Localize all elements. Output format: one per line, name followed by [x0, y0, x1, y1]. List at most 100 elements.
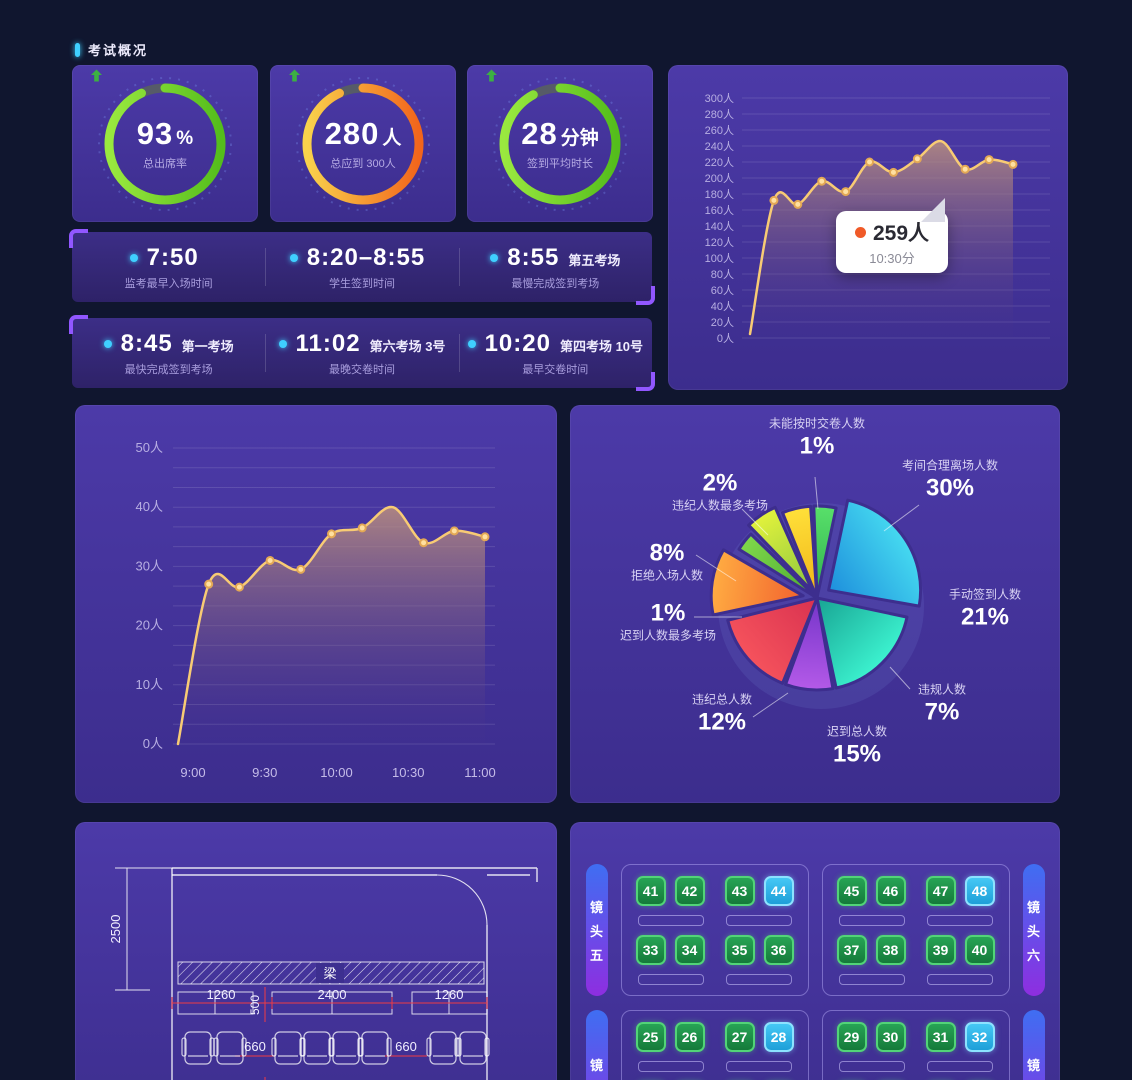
beam-label: 梁: [323, 966, 336, 981]
data-point-dot: [357, 523, 367, 533]
seat-tile[interactable]: 35: [724, 935, 755, 965]
pie-label-name: 考间合理离场人数: [901, 458, 999, 473]
seat-tile[interactable]: 39: [925, 935, 956, 965]
desk-row: [837, 974, 995, 985]
section-header: 考试概况: [75, 40, 148, 59]
data-point-dot: [419, 538, 429, 548]
seat-tile[interactable]: 34: [674, 935, 705, 965]
y-axis-tick: 140人: [705, 220, 734, 233]
seat-tile[interactable]: 41: [635, 876, 666, 906]
seat-tile[interactable]: 31: [925, 1022, 956, 1052]
desk-row: [837, 1061, 995, 1072]
pie-label-name: 手动签到人数: [948, 587, 1022, 602]
seat-tile[interactable]: 37: [836, 935, 867, 965]
gauge-unit: 人: [382, 128, 402, 149]
stat-label: 最晚交卷时间: [328, 363, 395, 376]
pie-label: 违规人数 7%: [918, 683, 966, 728]
seat-tile[interactable]: 25: [635, 1022, 666, 1052]
y-axis-tick: 220人: [705, 156, 734, 169]
room-trend-chart[interactable]: 0人 10人 20人 30人 40人 50人 9:00 9:30 10:00 10:30 11:00: [75, 405, 557, 803]
seat-tile[interactable]: 28: [763, 1022, 794, 1052]
seat-number: 39: [932, 942, 949, 958]
seat-tile[interactable]: 29: [836, 1022, 867, 1052]
y-axis-tick: 0人: [143, 736, 163, 751]
pie-slice[interactable]: [815, 596, 909, 690]
pie-label-percent: 12%: [697, 708, 747, 736]
pie-label-name: 违规人数: [917, 682, 967, 697]
pie-label-percent: 8%: [649, 539, 685, 567]
distribution-pie-chart[interactable]: 未能按时交卷人数 1% 考间合理离场人数 30% 手动签到人数 21% 违规人数 7% 迟到总人…: [570, 405, 1060, 803]
seat-tile[interactable]: 48: [964, 876, 995, 906]
pie-slice[interactable]: [737, 532, 819, 600]
seat-tile[interactable]: 36: [763, 935, 794, 965]
dim-2500: 2500: [108, 915, 123, 944]
pie-slice[interactable]: [827, 498, 923, 608]
seat-tile[interactable]: 27: [724, 1022, 755, 1052]
data-point-dot: [1008, 159, 1018, 169]
seat-tile[interactable]: 47: [925, 876, 956, 906]
seat-number: 40: [971, 942, 988, 958]
seat-tile[interactable]: 33: [635, 935, 666, 965]
seat-tile[interactable]: 46: [875, 876, 906, 906]
seat-number: 31: [932, 1029, 949, 1045]
seat-number: 35: [731, 942, 748, 958]
bullet-dot-icon: [103, 339, 112, 348]
stat-bar-row-1: 7:50 监考最早入场时间 8:20–8:55 学生签到时间 8:55 第五考场…: [69, 229, 655, 305]
data-point-dot: [793, 199, 803, 209]
seat-tile[interactable]: 32: [964, 1022, 995, 1052]
pie-slice[interactable]: [747, 505, 815, 593]
pie-slice[interactable]: [726, 596, 819, 685]
stat-item: 8:45 第一考场 最快完成签到考场: [72, 318, 265, 388]
stat-time: 8:55: [507, 243, 560, 271]
camera-pill-right[interactable]: 镜头六: [1022, 864, 1045, 996]
seat-tile[interactable]: 43: [724, 876, 755, 906]
seat-number: 33: [642, 942, 659, 958]
seat-number: 41: [642, 883, 659, 899]
distribution-pie-card: 未能按时交卷人数 1% 考间合理离场人数 30% 手动签到人数 21% 违规人数 7% 迟到总人…: [570, 405, 1060, 803]
pie-label: 迟到总人数 15%: [827, 725, 887, 770]
seat-tile-row: 33 34 35 36: [635, 935, 794, 965]
desk-row: [837, 915, 995, 926]
pie-label: 1% 迟到人数最多考场: [620, 599, 716, 644]
desk-bar: [926, 1061, 993, 1072]
seat-tile[interactable]: 45: [836, 876, 867, 906]
data-point-dot: [817, 176, 827, 186]
camera-pill-left[interactable]: 镜头五: [585, 864, 608, 996]
pie-slice[interactable]: [781, 504, 819, 600]
seat-number: 30: [882, 1029, 899, 1045]
seat-tile[interactable]: 40: [964, 935, 995, 965]
pie-label-name: 违纪总人数: [691, 692, 753, 707]
seat-number: 26: [681, 1029, 698, 1045]
seat-group: 25 26 27 28: [620, 1010, 809, 1080]
seat-tile[interactable]: 42: [674, 876, 705, 906]
pie-label-percent: 21%: [960, 603, 1010, 631]
seat-tile-row: 41 42 43 44: [635, 876, 794, 906]
up-arrow-icon: [289, 69, 300, 81]
data-point-dot: [204, 579, 214, 589]
pie-slice[interactable]: [784, 596, 835, 692]
y-axis-tick: 120人: [705, 236, 734, 249]
dim-2400: 2400: [318, 987, 347, 1002]
seat-tile[interactable]: 26: [674, 1022, 705, 1052]
camera-pill-left[interactable]: 镜头: [585, 1010, 608, 1080]
stat-time: 10:20: [484, 329, 551, 357]
desk-bar: [838, 1061, 905, 1072]
seat-number: 48: [971, 883, 988, 899]
tooltip-series-dot-icon: [854, 226, 866, 238]
x-axis-tick: 10:00: [320, 765, 353, 780]
seat-tile[interactable]: 38: [875, 935, 906, 965]
pie-slice[interactable]: [709, 548, 805, 617]
seat-group: 41 42 43 44 33 34 35 36: [620, 864, 809, 996]
pie-label: 手动签到人数 21%: [949, 588, 1021, 633]
camera-pill-right[interactable]: 镜头: [1022, 1010, 1045, 1080]
data-point-dot: [449, 526, 459, 536]
trend-chart-card-large: 0人 20人 40人 60人 80人 100人 120人 140人 160人 180人 200人 22…: [668, 65, 1068, 390]
desk-row: [636, 974, 794, 985]
pie-slice[interactable]: [812, 504, 838, 600]
seat-tile[interactable]: 44: [763, 876, 794, 906]
seat-tile[interactable]: 30: [875, 1022, 906, 1052]
y-axis-tick: 280人: [705, 108, 734, 121]
chart-tooltip: 259人 10:30分: [836, 198, 948, 273]
data-point-dot: [888, 167, 898, 177]
pie-label: 违纪总人数 12%: [692, 693, 752, 738]
